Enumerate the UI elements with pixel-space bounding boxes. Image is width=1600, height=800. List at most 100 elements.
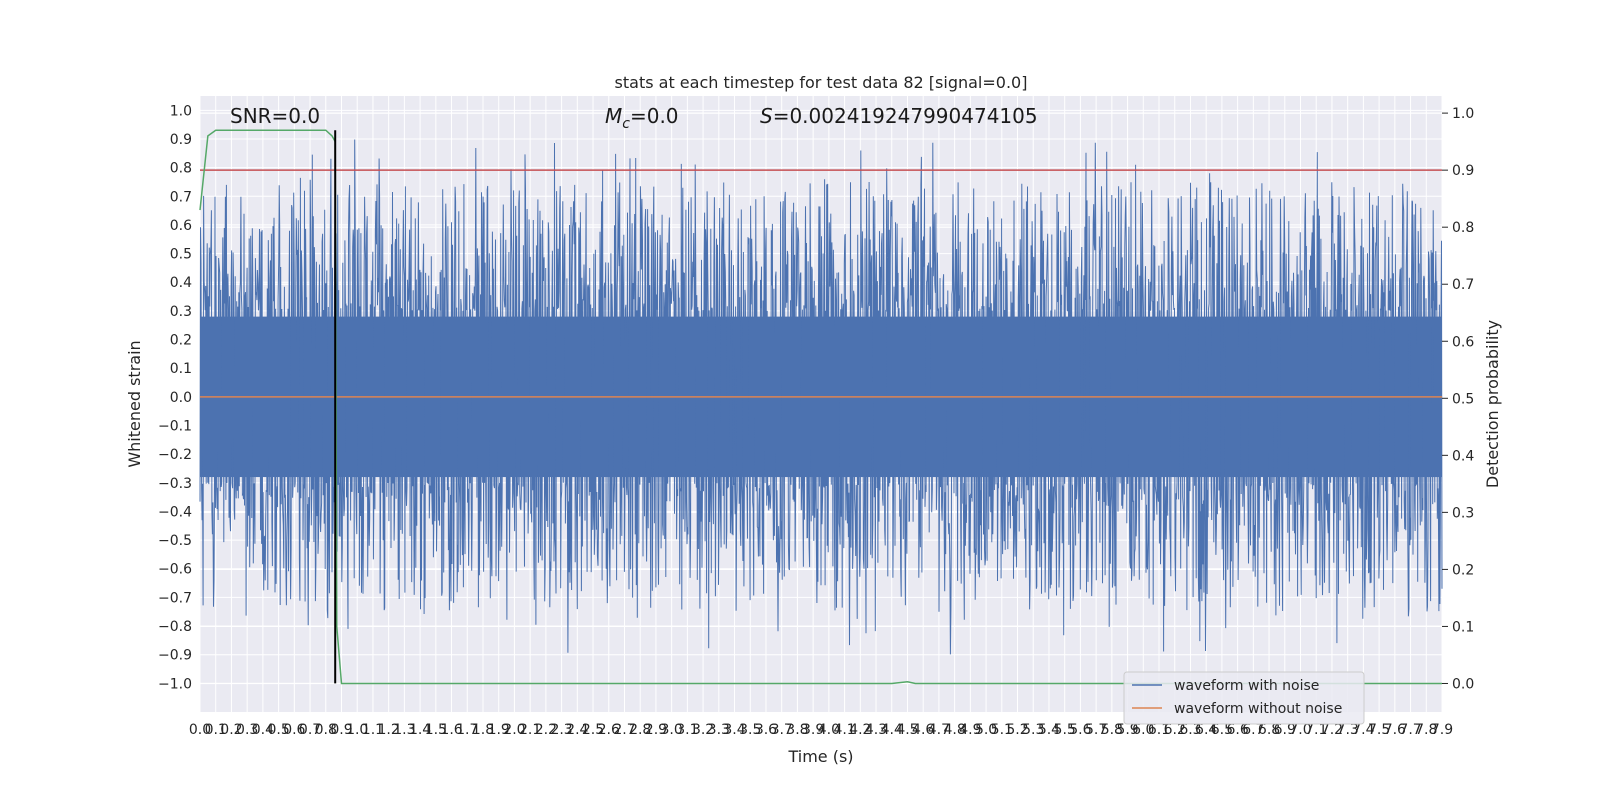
annotation-mc-sub: c — [622, 116, 630, 132]
x-tick-label: 3.6 — [755, 722, 777, 738]
x-tick-label: 0.2 — [220, 722, 242, 738]
annotation-mc-value: =0.0 — [630, 104, 679, 128]
x-tick-label: 2.6 — [598, 722, 620, 738]
x-tick-label: 4.1 — [833, 722, 855, 738]
x-tick-label: 7.0 — [1289, 722, 1311, 738]
x-tick-label: 4.4 — [881, 722, 903, 738]
x-tick-label: 4.5 — [896, 722, 918, 738]
annotation-s: S=0.002419247990474105 — [760, 104, 1038, 128]
x-tick-label: 5.9 — [1116, 722, 1138, 738]
x-tick-label: 3.2 — [692, 722, 714, 738]
x-tick-label: 5.6 — [1069, 722, 1091, 738]
y-tick-label-left: 0.0 — [170, 390, 192, 406]
annotation-s-symbol: S — [760, 104, 773, 128]
legend: waveform with noise waveform without noi… — [1123, 671, 1365, 725]
series-lines — [199, 129, 1442, 685]
x-tick-label: 6.9 — [1274, 722, 1296, 738]
x-tick-label: 3.3 — [708, 722, 730, 738]
x-tick-label: 2.4 — [566, 722, 588, 738]
y-tick-label-right: 0.3 — [1452, 505, 1474, 521]
y-tick-label-left: −0.7 — [158, 590, 192, 606]
x-tick-label: 6.8 — [1258, 722, 1280, 738]
y-tick-label-left: −0.6 — [158, 562, 192, 578]
x-tick-label: 7.6 — [1384, 722, 1406, 738]
x-tick-label: 5.2 — [1006, 722, 1028, 738]
series-waveform-with-noise — [199, 139, 1443, 655]
x-tick-label: 7.9 — [1431, 722, 1453, 738]
y-tick-label-right: 0.8 — [1452, 220, 1474, 236]
y-tick-label-left: −0.1 — [158, 418, 192, 434]
x-tick-label: 7.8 — [1415, 722, 1437, 738]
x-tick-label: 7.5 — [1368, 722, 1390, 738]
x-tick-label: 5.1 — [991, 722, 1013, 738]
x-tick-label: 2.0 — [503, 722, 525, 738]
x-tick-label: 6.1 — [1148, 722, 1170, 738]
x-tick-label: 7.3 — [1337, 722, 1359, 738]
x-tick-label: 7.1 — [1305, 722, 1327, 738]
x-tick-label: 6.3 — [1179, 722, 1201, 738]
x-tick-label: 2.9 — [645, 722, 667, 738]
y-tick-label-left: −0.9 — [158, 648, 192, 664]
annotation-snr: SNR=0.0 — [230, 104, 320, 128]
x-tick-label: 5.5 — [1054, 722, 1076, 738]
y-axis-label-left: Whitened strain — [125, 340, 144, 467]
y-tick-label-left: 0.5 — [170, 247, 192, 263]
x-tick-label: 6.6 — [1226, 722, 1248, 738]
y-tick-label-left: −0.5 — [158, 533, 192, 549]
x-tick-label: 2.5 — [582, 722, 604, 738]
x-tick-label: 0.3 — [236, 722, 258, 738]
y-tick-label-right: 1.0 — [1452, 106, 1474, 122]
x-tick-label: 3.9 — [802, 722, 824, 738]
x-tick-label: 4.9 — [959, 722, 981, 738]
x-tick-label: 1.9 — [488, 722, 510, 738]
x-tick-label: 7.7 — [1399, 722, 1421, 738]
x-tick-label: 1.8 — [472, 722, 494, 738]
y-tick-label-left: −0.8 — [158, 619, 192, 635]
x-tick-label: 1.5 — [425, 722, 447, 738]
x-tick-label: 0.5 — [267, 722, 289, 738]
x-tick-label: 4.6 — [912, 722, 934, 738]
x-tick-label: 5.3 — [1022, 722, 1044, 738]
x-tick-label: 6.5 — [1211, 722, 1233, 738]
x-tick-label: 6.7 — [1242, 722, 1264, 738]
y-tick-label-right: 0.9 — [1452, 163, 1474, 179]
y-tick-label-right: 0.4 — [1452, 448, 1474, 464]
x-tick-label: 3.1 — [676, 722, 698, 738]
x-tick-label: 0.8 — [315, 722, 337, 738]
y-tick-label-left: 0.7 — [170, 189, 192, 205]
x-tick-label: 2.3 — [550, 722, 572, 738]
x-tick-label: 0.6 — [283, 722, 305, 738]
x-tick-label: 0.0 — [189, 722, 211, 738]
x-tick-label: 1.4 — [409, 722, 431, 738]
y-ticks-left: 1.0 0.9 0.8 0.7 0.6 0.5 0.4 0.3 0.2 0.1 0.0 −0.1 −0.… — [158, 103, 192, 692]
x-tick-label: 7.2 — [1321, 722, 1343, 738]
y-tick-label-left: 0.3 — [170, 304, 192, 320]
x-tick-label: 6.4 — [1195, 722, 1217, 738]
y-axis-label-right: Detection probability — [1483, 320, 1502, 488]
x-tick-label: 2.8 — [629, 722, 651, 738]
legend-box — [1123, 671, 1365, 725]
x-tick-label: 4.3 — [865, 722, 887, 738]
x-tick-label: 2.7 — [613, 722, 635, 738]
y-tick-label-left: −0.2 — [158, 447, 192, 463]
x-tick-label: 5.4 — [1038, 722, 1060, 738]
x-tick-label: 2.2 — [535, 722, 557, 738]
y-tick-label-right: 0.2 — [1452, 562, 1474, 578]
x-tick-label: 6.0 — [1132, 722, 1154, 738]
x-tick-label: 1.0 — [346, 722, 368, 738]
legend-label-noise: waveform with noise — [1174, 678, 1319, 694]
annotation-s-value: =0.002419247990474105 — [773, 104, 1038, 128]
x-tick-label: 6.2 — [1164, 722, 1186, 738]
x-tick-label: 3.5 — [739, 722, 761, 738]
x-tick-label: 1.2 — [378, 722, 400, 738]
x-axis-label: Time (s) — [787, 747, 853, 766]
x-tick-label: 0.1 — [205, 722, 227, 738]
y-tick-label-left: 0.9 — [170, 132, 192, 148]
y-tick-label-left: 0.4 — [170, 275, 192, 291]
x-tick-label: 0.9 — [330, 722, 352, 738]
y-tick-label-left: 0.8 — [170, 161, 192, 177]
y-tick-label-left: −0.3 — [158, 476, 192, 492]
x-tick-label: 7.4 — [1352, 722, 1374, 738]
y-tick-label-left: 1.0 — [170, 103, 192, 119]
